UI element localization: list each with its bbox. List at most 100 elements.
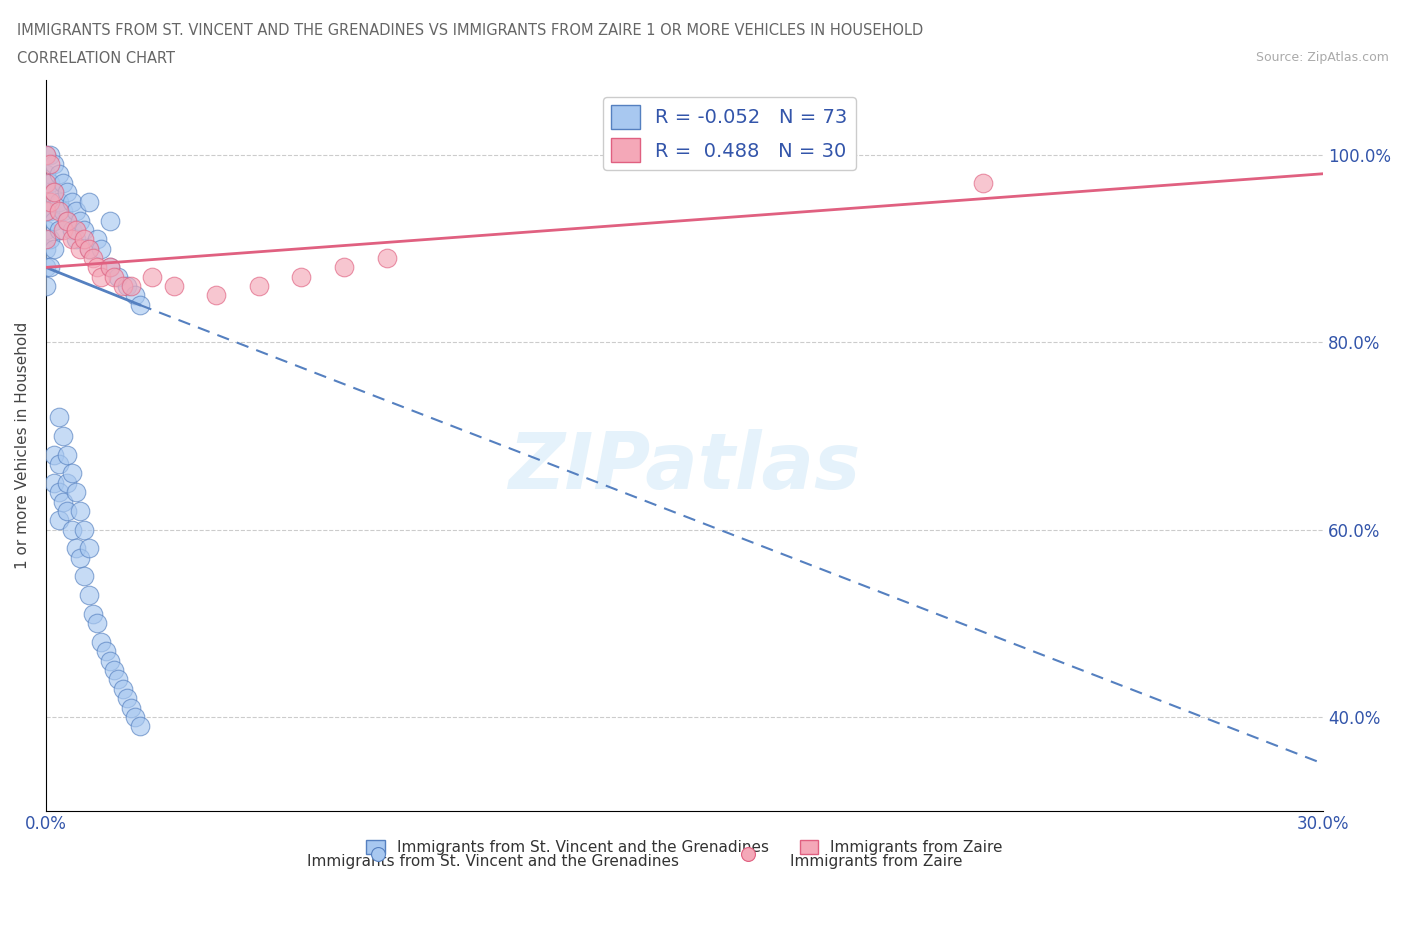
Point <box>69 241 91 256</box>
Point <box>39 204 62 219</box>
Point <box>115 691 138 706</box>
Point <box>44 157 66 172</box>
Point <box>39 260 62 275</box>
Point <box>44 185 66 200</box>
Point <box>48 410 70 425</box>
Point <box>128 719 150 734</box>
Point <box>56 213 79 228</box>
Point <box>124 288 146 303</box>
Text: ZIPatlas: ZIPatlas <box>509 430 860 505</box>
Y-axis label: 1 or more Vehicles in Household: 1 or more Vehicles in Household <box>15 322 30 569</box>
Point <box>77 588 100 603</box>
Point <box>60 194 83 209</box>
Point <box>39 232 62 246</box>
Point <box>69 213 91 228</box>
Point <box>35 166 58 181</box>
Point <box>90 241 112 256</box>
Point <box>103 270 125 285</box>
Point <box>52 429 75 444</box>
Point <box>48 222 70 237</box>
Point <box>128 298 150 312</box>
Point <box>35 260 58 275</box>
Point <box>82 606 104 621</box>
Point <box>60 466 83 481</box>
Point <box>77 241 100 256</box>
Text: IMMIGRANTS FROM ST. VINCENT AND THE GRENADINES VS IMMIGRANTS FROM ZAIRE 1 OR MOR: IMMIGRANTS FROM ST. VINCENT AND THE GREN… <box>17 23 924 38</box>
Point <box>94 644 117 658</box>
Point <box>290 270 312 285</box>
Point <box>107 270 129 285</box>
Point <box>103 663 125 678</box>
Point <box>44 447 66 462</box>
Point <box>86 616 108 631</box>
Point <box>35 176 58 191</box>
Point <box>44 185 66 200</box>
Point <box>73 522 96 537</box>
Point <box>39 176 62 191</box>
Point <box>65 232 87 246</box>
Point <box>247 279 270 294</box>
Point <box>86 232 108 246</box>
Legend: Immigrants from St. Vincent and the Grenadines, Immigrants from Zaire: Immigrants from St. Vincent and the Gren… <box>360 834 1008 861</box>
Point <box>56 503 79 518</box>
Point <box>48 485 70 499</box>
Point <box>205 288 228 303</box>
Point <box>48 166 70 181</box>
Point <box>35 204 58 219</box>
Point <box>90 634 112 649</box>
Point <box>107 672 129 687</box>
Point <box>333 260 356 275</box>
Point <box>39 157 62 172</box>
Point <box>73 222 96 237</box>
Point <box>69 551 91 565</box>
Point <box>972 176 994 191</box>
Point <box>120 700 142 715</box>
Point <box>65 485 87 499</box>
Point <box>163 279 186 294</box>
Point <box>60 522 83 537</box>
Point <box>86 260 108 275</box>
Point <box>35 232 58 246</box>
Point <box>35 222 58 237</box>
Point <box>69 503 91 518</box>
Point <box>77 241 100 256</box>
Point <box>73 232 96 246</box>
Point <box>98 260 121 275</box>
Point <box>65 541 87 556</box>
Point <box>375 250 398 265</box>
Point <box>90 270 112 285</box>
Point <box>35 241 58 256</box>
Point <box>111 279 134 294</box>
Point <box>35 148 58 163</box>
Point <box>65 222 87 237</box>
Point <box>98 260 121 275</box>
Point <box>65 204 87 219</box>
Point <box>120 279 142 294</box>
Point <box>115 279 138 294</box>
Point <box>39 194 62 209</box>
Point <box>77 541 100 556</box>
Point <box>35 148 58 163</box>
Point <box>52 222 75 237</box>
Point <box>56 447 79 462</box>
Point <box>52 176 75 191</box>
Point <box>44 213 66 228</box>
Point <box>48 512 70 527</box>
Point <box>52 494 75 509</box>
Point <box>98 653 121 668</box>
Point <box>77 194 100 209</box>
Point <box>124 710 146 724</box>
Point <box>82 250 104 265</box>
Point <box>56 475 79 490</box>
Point <box>35 185 58 200</box>
Point <box>73 569 96 584</box>
Point <box>48 194 70 209</box>
Text: Immigrants from Zaire: Immigrants from Zaire <box>790 855 962 870</box>
Point <box>48 457 70 472</box>
Point <box>39 148 62 163</box>
Point <box>141 270 163 285</box>
Point <box>44 475 66 490</box>
Text: Source: ZipAtlas.com: Source: ZipAtlas.com <box>1256 51 1389 64</box>
Point <box>60 222 83 237</box>
Point <box>44 241 66 256</box>
